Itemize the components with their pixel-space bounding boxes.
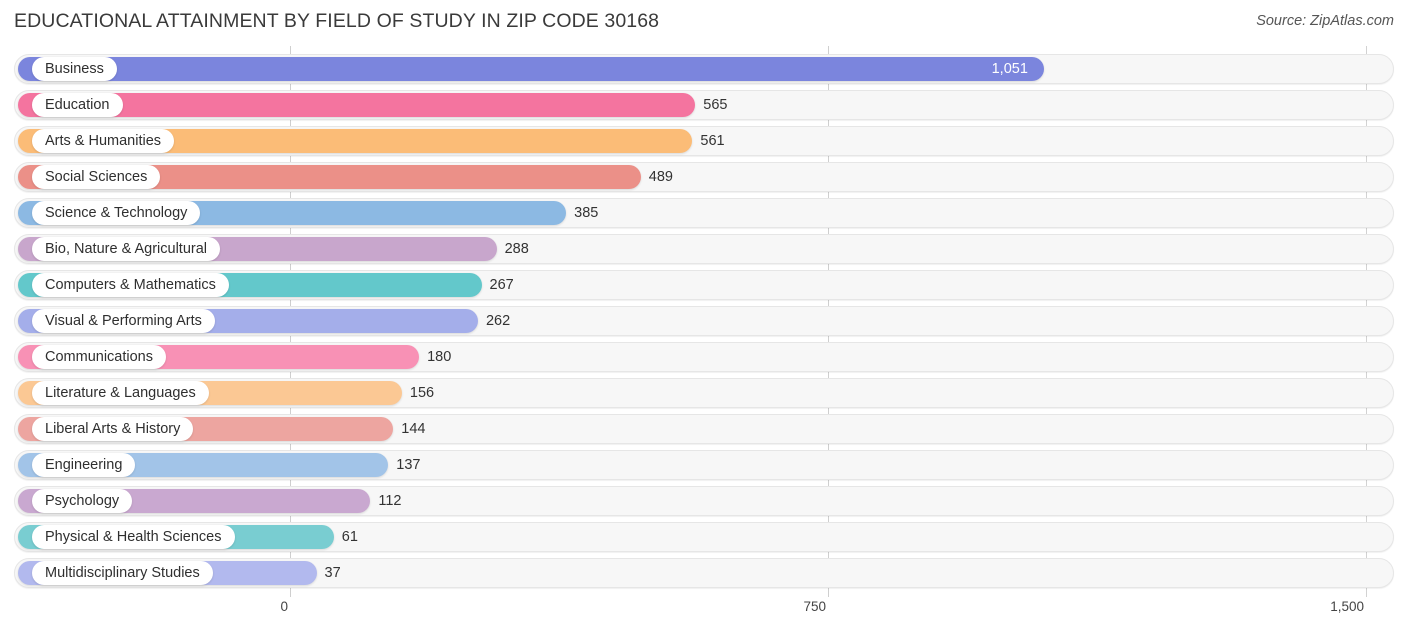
source-attribution: Source: ZipAtlas.com <box>1256 13 1394 29</box>
x-tick-label: 750 <box>803 599 826 614</box>
bar-row[interactable]: Communications 180 <box>14 342 1394 372</box>
category-label-pill: Liberal Arts & History <box>32 417 194 441</box>
page-title: EDUCATIONAL ATTAINMENT BY FIELD OF STUDY… <box>14 10 660 32</box>
bar-row[interactable]: Liberal Arts & History 144 <box>14 414 1394 444</box>
bar-value-label: 288 <box>504 241 529 257</box>
category-label-pill: Arts & Humanities <box>32 129 175 153</box>
bar-value-label: 267 <box>489 277 514 293</box>
bar-row[interactable]: Business 1,051 <box>14 54 1394 84</box>
bar-row[interactable]: Science & Technology 385 <box>14 198 1394 228</box>
category-label-pill: Engineering <box>32 453 136 477</box>
category-label: Education <box>45 96 110 113</box>
category-label: Communications <box>45 348 153 365</box>
bar-value-label: 262 <box>485 313 511 329</box>
bar-value-label: 144 <box>401 421 426 437</box>
bar-value-label: 156 <box>409 385 435 401</box>
bar-value-label: 112 <box>378 493 402 509</box>
bar-value-label: 561 <box>700 133 725 149</box>
bar-value-label: 385 <box>574 205 599 221</box>
category-label-pill: Bio, Nature & Agricultural <box>32 237 220 261</box>
category-label-pill: Physical & Health Sciences <box>32 525 235 549</box>
bar-row[interactable]: Physical & Health Sciences 61 <box>14 522 1394 552</box>
category-label: Literature & Languages <box>45 384 196 401</box>
bar-row[interactable]: Education 565 <box>14 90 1394 120</box>
category-label: Computers & Mathematics <box>45 276 216 293</box>
category-label: Engineering <box>45 456 123 473</box>
category-label: Visual & Performing Arts <box>45 312 202 329</box>
chart-header: EDUCATIONAL ATTAINMENT BY FIELD OF STUDY… <box>0 0 1406 46</box>
bar[interactable] <box>18 57 1044 81</box>
x-axis: 0 750 1,500 <box>0 597 1406 631</box>
bar-value-label: 37 <box>324 565 341 581</box>
bar-row[interactable]: Bio, Nature & Agricultural 288 <box>14 234 1394 264</box>
category-label: Bio, Nature & Agricultural <box>45 240 207 257</box>
category-label-pill: Communications <box>32 345 166 369</box>
bar-value-label: 180 <box>427 349 452 365</box>
category-label: Physical & Health Sciences <box>45 528 222 545</box>
bar-row[interactable]: Engineering 137 <box>14 450 1394 480</box>
plot-area: Business 1,051 Education 565 Arts & Humaniti… <box>0 46 1406 597</box>
bar-value-label: 1,051 <box>991 61 1028 77</box>
category-label-pill: Multidisciplinary Studies <box>32 561 213 585</box>
bar[interactable] <box>18 93 696 117</box>
category-label-pill: Literature & Languages <box>32 381 209 405</box>
category-label: Social Sciences <box>45 168 148 185</box>
category-label-pill: Computers & Mathematics <box>32 273 229 297</box>
bar-row[interactable]: Literature & Languages 156 <box>14 378 1394 408</box>
category-label-pill: Visual & Performing Arts <box>32 309 215 333</box>
category-label-pill: Science & Technology <box>32 201 201 225</box>
category-label: Business <box>45 60 104 77</box>
bar-value-label: 61 <box>341 529 358 545</box>
category-label-pill: Psychology <box>32 489 133 513</box>
category-label: Liberal Arts & History <box>45 420 181 437</box>
x-tick-label: 1,500 <box>1330 599 1364 614</box>
x-tick-label: 0 <box>280 599 288 614</box>
bar-value-label: 137 <box>396 457 421 473</box>
category-label: Science & Technology <box>45 204 188 221</box>
bar-row[interactable]: Visual & Performing Arts 262 <box>14 306 1394 336</box>
category-label-pill: Business <box>32 57 117 81</box>
bar-row[interactable]: Psychology 112 <box>14 486 1394 516</box>
category-label: Multidisciplinary Studies <box>45 564 200 581</box>
category-label-pill: Social Sciences <box>32 165 161 189</box>
category-label: Arts & Humanities <box>45 132 162 149</box>
bar-value-label: 489 <box>648 169 673 185</box>
bar-row[interactable]: Arts & Humanities 561 <box>14 126 1394 156</box>
category-label-pill: Education <box>32 93 123 117</box>
bar-row[interactable]: Social Sciences 489 <box>14 162 1394 192</box>
bar-row[interactable]: Multidisciplinary Studies 37 <box>14 558 1394 588</box>
bar-value-label: 565 <box>703 97 728 113</box>
bar-row[interactable]: Computers & Mathematics 267 <box>14 270 1394 300</box>
category-label: Psychology <box>45 492 120 509</box>
